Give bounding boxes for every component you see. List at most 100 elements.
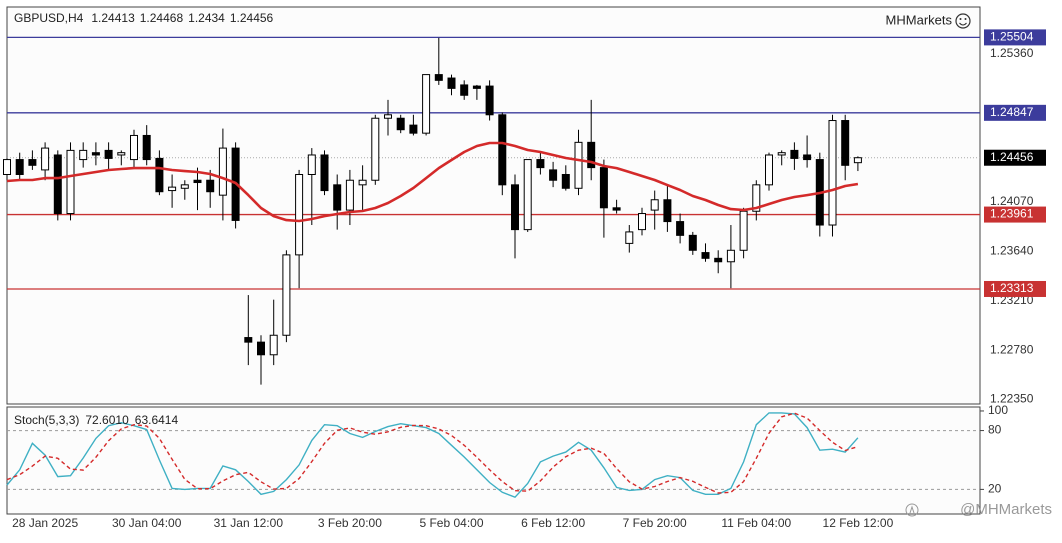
- candle-body: [130, 134, 138, 161]
- symbol-header: GBPUSD,H4 1.24413 1.24468 1.2434 1.24456: [14, 11, 274, 25]
- candle-body: [3, 159, 11, 175]
- brand: MHMarkets: [886, 12, 953, 27]
- candle-body: [574, 141, 583, 189]
- watermark: @MHMarkets: [960, 501, 1052, 518]
- candle-body: [345, 179, 354, 211]
- x-tick-label: 12 Feb 12:00: [823, 516, 894, 530]
- candle-body: [549, 169, 558, 181]
- x-tick-label: 31 Jan 12:00: [214, 516, 284, 530]
- candle-body: [422, 74, 431, 134]
- candle-body: [777, 152, 786, 156]
- candle-body: [561, 173, 570, 189]
- candle-body: [726, 249, 735, 263]
- x-tick-label: 30 Jan 04:00: [112, 516, 182, 530]
- candle-body: [295, 173, 304, 256]
- candle-body: [612, 207, 621, 211]
- y-tick-label: 1.22350: [990, 392, 1034, 406]
- candle-body: [739, 210, 748, 251]
- candle-body: [257, 341, 265, 356]
- x-tick-label: 11 Feb 04:00: [721, 516, 791, 530]
- close-value: 1.24456: [230, 11, 274, 25]
- level-label: 1.25504: [990, 30, 1034, 44]
- candle-body: [663, 199, 672, 223]
- level-label: 1.23961: [990, 207, 1034, 221]
- y-tick-label: 1.23640: [990, 244, 1034, 258]
- candle-body: [714, 257, 723, 263]
- x-tick-label: 7 Feb 20:00: [623, 516, 687, 530]
- candle-body: [168, 186, 177, 192]
- candle-body: [104, 149, 113, 159]
- x-tick-label: 3 Feb 20:00: [318, 516, 382, 530]
- candle-body: [320, 154, 329, 192]
- candle-body: [28, 159, 37, 166]
- candle-body: [803, 154, 812, 161]
- y-tick-label: 1.24070: [990, 194, 1034, 208]
- labels-layer: 1.223501.227801.232101.236401.240701.253…: [12, 29, 1046, 530]
- candle-body: [752, 184, 761, 212]
- candle-body: [853, 157, 862, 164]
- candle-body: [282, 254, 291, 336]
- candle-body: [206, 179, 215, 193]
- candle-body: [701, 252, 710, 259]
- x-tick-label: 5 Feb 04:00: [419, 516, 483, 530]
- y-tick-label: 1.25360: [990, 46, 1034, 60]
- candle-body: [142, 134, 151, 161]
- candle-body: [193, 179, 202, 184]
- candle-body: [523, 159, 532, 231]
- candle-body: [79, 149, 88, 161]
- candle-body: [41, 147, 50, 171]
- candle-body: [460, 84, 469, 96]
- candle-body: [269, 334, 278, 356]
- symbol: GBPUSD,H4: [14, 11, 84, 25]
- y-tick-label: 80: [988, 423, 1002, 437]
- stoch-k-value: 72.6010: [85, 413, 129, 427]
- level-label-box: [984, 29, 1046, 46]
- stoch-d-value: 63.6414: [135, 413, 179, 427]
- candle-body: [790, 149, 799, 159]
- y-tick-label: 20: [988, 482, 1002, 496]
- smiley-icon: [955, 13, 971, 29]
- candle-body: [650, 199, 659, 211]
- candle-body: [66, 149, 75, 215]
- candle-body: [676, 221, 685, 236]
- candle-body: [638, 213, 646, 231]
- candle-body: [117, 152, 126, 156]
- candle-body: [307, 154, 316, 175]
- stoch-title: Stoch(5,3,3): [14, 413, 79, 427]
- candle-body: [333, 184, 342, 211]
- candle-body: [688, 234, 697, 251]
- candle-body: [536, 159, 545, 169]
- candle-body: [511, 184, 519, 231]
- level-label-box: [984, 206, 1046, 223]
- candle-body: [447, 77, 456, 89]
- candle-body: [384, 114, 392, 119]
- last-price-label: 1.24456: [990, 150, 1034, 164]
- candle-body: [218, 147, 227, 196]
- y-tick-label: 1.22780: [990, 342, 1034, 356]
- candle-body: [587, 141, 596, 169]
- candle-body: [91, 152, 100, 156]
- candle-body: [244, 337, 253, 343]
- candle-body: [625, 231, 634, 244]
- candle-body: [371, 117, 380, 181]
- low-value: 1.2434: [188, 11, 225, 25]
- stoch-k-line: [6, 412, 859, 499]
- candle-body: [180, 184, 189, 189]
- candle-body: [472, 85, 481, 89]
- candle-body: [498, 114, 507, 186]
- high-value: 1.24468: [140, 11, 184, 25]
- level-label-box: [984, 280, 1046, 297]
- candle-body: [599, 167, 608, 209]
- stoch-header: Stoch(5,3,3) 72.6010 63.6414: [14, 413, 178, 427]
- candle-body: [434, 74, 443, 81]
- open-value: 1.24413: [91, 11, 135, 25]
- candle-body: [841, 120, 850, 166]
- candle-body: [53, 154, 62, 215]
- level-label-box: [984, 104, 1046, 121]
- candle-body: [396, 117, 405, 131]
- x-tick-label: 28 Jan 2025: [12, 516, 78, 530]
- watermark-icon: [905, 503, 919, 517]
- level-label: 1.23313: [990, 281, 1034, 295]
- candle-body: [155, 157, 164, 193]
